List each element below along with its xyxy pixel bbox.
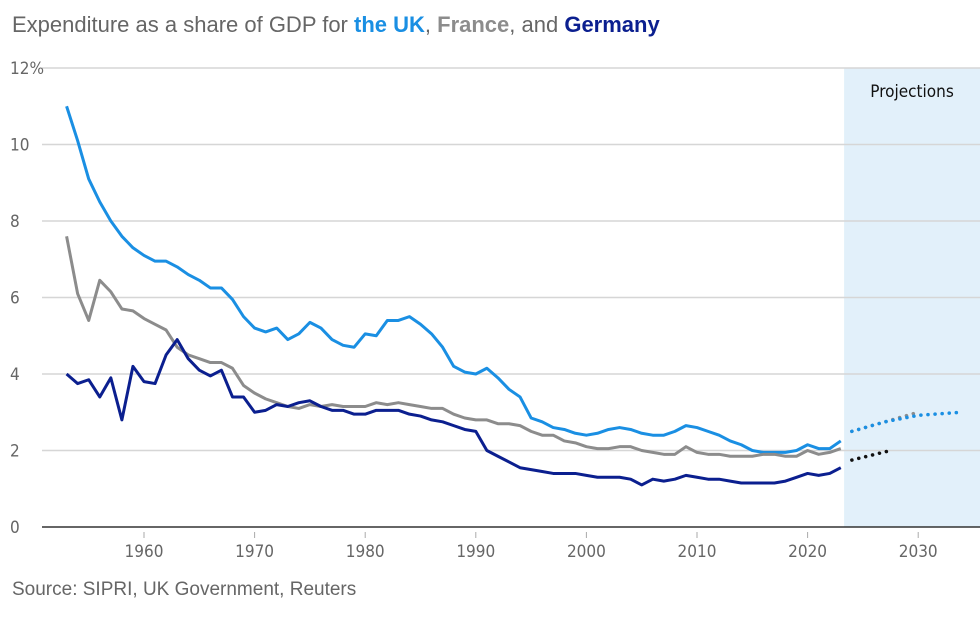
y-tick-label: 4 — [10, 365, 20, 385]
legend-uk: the UK — [354, 12, 425, 37]
y-tick-label: 0 — [10, 518, 20, 538]
x-tick-label: 1960 — [125, 542, 164, 562]
projection-label: Projections — [870, 82, 954, 102]
x-tick-label: 2000 — [567, 542, 606, 562]
chart-title: Expenditure as a share of GDP for the UK… — [12, 12, 660, 38]
x-tick-label: 1980 — [346, 542, 385, 562]
title-prefix: Expenditure as a share of GDP for — [12, 12, 354, 37]
x-tick-label: 2030 — [899, 542, 938, 562]
x-tick-label: 2010 — [678, 542, 717, 562]
y-tick-label: 12% — [10, 59, 44, 79]
legend-germany: Germany — [564, 12, 660, 37]
y-tick-label: 6 — [10, 289, 20, 309]
x-tick-label: 1970 — [235, 542, 274, 562]
title-sep: , — [424, 12, 438, 37]
series-line-france — [65, 236, 842, 458]
projection-line-uk — [850, 410, 965, 434]
source-note: Source: SIPRI, UK Government, Reuters — [12, 579, 357, 600]
x-tick-label: 2020 — [788, 542, 827, 562]
projection-line-germany_projection — [850, 448, 893, 462]
y-tick-label: 10 — [10, 136, 29, 156]
title-sep: , and — [509, 12, 565, 37]
series-line-uk — [65, 105, 842, 454]
legend-france: France — [437, 12, 510, 37]
x-tick-label: 1990 — [456, 542, 495, 562]
y-tick-label: 8 — [10, 212, 20, 232]
y-tick-label: 2 — [10, 442, 20, 462]
series-line-germany — [65, 338, 842, 487]
